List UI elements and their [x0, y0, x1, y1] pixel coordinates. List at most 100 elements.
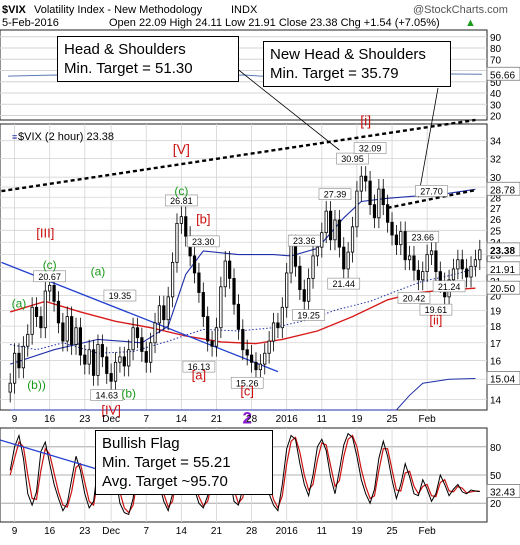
ratio-tick-label: 20 [490, 112, 502, 123]
price-label-box [432, 280, 466, 293]
candle-body [368, 180, 372, 206]
x-tick-label: 9 [12, 414, 18, 425]
candle-body [30, 306, 34, 335]
candle-body [236, 303, 241, 330]
price-point-label: 23.36 [293, 236, 316, 246]
price-legend: $VIX (2 hour) 23.38 [18, 131, 114, 143]
wave-label: [IV] [101, 402, 121, 417]
candle-body [249, 354, 254, 363]
candle-body [390, 221, 394, 236]
price-tick-label: 16 [490, 356, 502, 367]
candle-body [311, 255, 315, 279]
wave-label: (b)) [27, 378, 46, 392]
ma-dotted-line [10, 268, 476, 354]
x-tick-label: 19 [351, 414, 363, 425]
candle-body [87, 349, 91, 365]
price-point-label: 16.13 [188, 362, 211, 372]
price-label-box [182, 360, 216, 373]
candle-body [285, 272, 289, 308]
price-point-label: 19.61 [425, 305, 448, 315]
hs2-title: New Head & Shoulders [270, 46, 426, 63]
candle-body [17, 352, 21, 369]
price-tick-label: 30 [490, 173, 502, 184]
candle-body [140, 337, 144, 352]
candle-body [425, 254, 429, 273]
candle-body [100, 344, 104, 358]
candle-body [355, 190, 359, 228]
candle-body [197, 272, 201, 293]
wave-label: [ii] [429, 312, 442, 327]
ratio-tick-label: 80 [490, 44, 502, 55]
candle-body [12, 352, 17, 384]
candle-body [465, 268, 469, 278]
x-tick-label: 28 [246, 414, 258, 425]
x-tick-label: 7 [143, 414, 149, 425]
flag-min-target: Min. Target = 55.21 [102, 454, 231, 471]
candle-body [451, 268, 456, 281]
price-point-label: 21.44 [332, 279, 355, 289]
wave-label: 2 [242, 408, 251, 427]
price-label-box [419, 303, 453, 316]
wave-label: (b) [121, 386, 136, 400]
candle-body [377, 188, 381, 219]
price-label-box [406, 231, 440, 243]
candle-body [280, 306, 284, 329]
price-labels: 20.67 19.35 14.63 26.81 23.30 16.13 15.26 23.36… [12, 54, 466, 427]
right-value-badge [486, 371, 520, 385]
hs2-connector [417, 87, 439, 198]
stoch-last-badge [486, 484, 520, 498]
wave-label: [V] [173, 141, 190, 157]
candle-body [21, 345, 25, 369]
candle-body [315, 246, 320, 257]
stoch-x-tick-label: Feb [419, 526, 437, 537]
wave-label: [c] [240, 383, 254, 398]
x-tick-label: 23 [79, 414, 91, 425]
ratio-tick-label: 50 [490, 78, 502, 89]
stoch-tick-label: 20 [490, 499, 502, 510]
candle-body [144, 351, 148, 363]
candle-body [263, 352, 267, 365]
header-quote-arrow: ▲ [465, 17, 476, 29]
price-tick-label: 20 [490, 291, 502, 302]
flag-avg-target: Avg. Target ~95.70 [102, 473, 228, 490]
candle-body [166, 296, 170, 321]
price-label-box [165, 194, 198, 207]
hs1-target: Min. Target = 51.30 [64, 60, 193, 77]
candle-body [350, 226, 355, 253]
right-value-badge [486, 242, 520, 257]
stoch-trendline [0, 439, 101, 471]
wave-label: (c) [174, 184, 188, 198]
x-tick-label: 14 [176, 414, 188, 425]
candle-body [412, 255, 416, 271]
price-tick-label: 19 [490, 306, 502, 317]
candle-body [127, 349, 131, 367]
candle-body [149, 342, 153, 363]
stoch-x-tick-label: 21 [211, 526, 223, 537]
right-value-badge [486, 280, 520, 295]
price-point-label: 23.30 [192, 237, 215, 247]
candle-body [162, 305, 166, 321]
price-point-label: 26.81 [170, 196, 193, 206]
header-name: Volatility Index - New Methodology [34, 4, 203, 16]
stoch-x-tick-label: 19 [351, 526, 363, 537]
candle-body [394, 234, 399, 246]
candle-body [359, 175, 363, 192]
stoch-tick-label: 50 [490, 471, 502, 482]
price-label-box [103, 289, 137, 302]
candle-body [78, 327, 83, 356]
candle-body [460, 259, 464, 270]
right-value-label: 20.50 [490, 284, 515, 295]
candle-body [39, 316, 43, 329]
candle-body [153, 322, 157, 344]
candle-body [206, 316, 210, 342]
candle-body [429, 250, 434, 256]
price-point-label: 20.42 [403, 293, 426, 303]
candle-body [271, 322, 276, 342]
stoch-x-tick-label: 16 [44, 526, 56, 537]
price-tick-label: 14 [490, 395, 502, 406]
flag-title: Bullish Flag [102, 435, 180, 452]
candle-body [179, 216, 183, 224]
price-tick-label: 32 [490, 154, 502, 165]
price-point-label: 15.26 [236, 378, 259, 388]
